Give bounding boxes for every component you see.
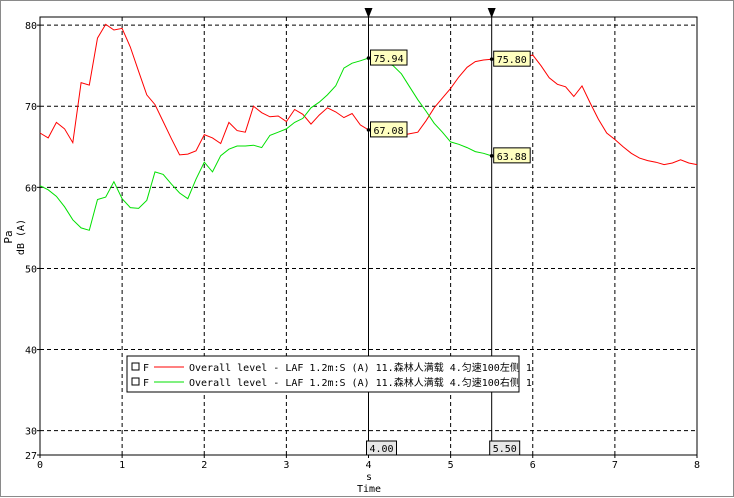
- x-tick-labels: 0 1 2 3 4 5 6 7 8: [37, 455, 700, 471]
- cursor-point-marker: [490, 57, 494, 61]
- x-axis-label: s: [366, 472, 372, 483]
- x-tick-label: 4: [365, 460, 371, 471]
- legend-entry-left: Overall level - LAF 1.2m:S (A) 11.森林人满载 …: [189, 361, 532, 374]
- x-tick-label: 8: [694, 460, 700, 471]
- x-tick-label: 3: [283, 460, 289, 471]
- cursor-readout-value: 67.08: [374, 126, 404, 137]
- legend-marker-right: F: [143, 378, 149, 389]
- x-tick-label: 0: [37, 460, 43, 471]
- y-tick-label: 27: [25, 451, 37, 462]
- x-tick-label: 7: [612, 460, 618, 471]
- y-tick-label: 70: [25, 102, 37, 113]
- cursor-x-value: 4.00: [370, 444, 394, 455]
- y-tick-label: 50: [25, 264, 37, 275]
- y-tick-label: 30: [25, 427, 37, 438]
- legend-checkbox-right[interactable]: [132, 378, 139, 385]
- x-axis-title: Time: [357, 484, 381, 495]
- cursor-readout-value: 75.94: [374, 54, 404, 65]
- x-tick-label: 2: [201, 460, 207, 471]
- y-tick-label: 80: [25, 21, 37, 32]
- y-tick-labels: 27 30 40 50 60 70 80: [25, 21, 40, 462]
- cursor-x-value: 5.50: [493, 444, 517, 455]
- cursor-point-marker: [490, 154, 494, 158]
- legend-marker-left: F: [143, 363, 149, 374]
- y-tick-label: 40: [25, 346, 37, 357]
- legend: F Overall level - LAF 1.2m:S (A) 11.森林人满…: [127, 356, 532, 392]
- legend-entry-right: Overall level - LAF 1.2m:S (A) 11.森林人满载 …: [189, 376, 532, 389]
- cursor-readout-value: 63.88: [497, 152, 527, 163]
- x-tick-label: 5: [448, 460, 454, 471]
- cursor-point-marker: [367, 128, 371, 132]
- x-tick-label: 1: [119, 460, 125, 471]
- cursor-readout-value: 75.80: [497, 55, 527, 66]
- y-tick-label: 60: [25, 183, 37, 194]
- y-axis-unit-label: dB (A): [16, 219, 27, 255]
- y-axis-label: Pa: [2, 230, 15, 243]
- legend-checkbox-left[interactable]: [132, 363, 139, 370]
- cursor-point-marker: [367, 56, 371, 60]
- x-tick-label: 6: [530, 460, 536, 471]
